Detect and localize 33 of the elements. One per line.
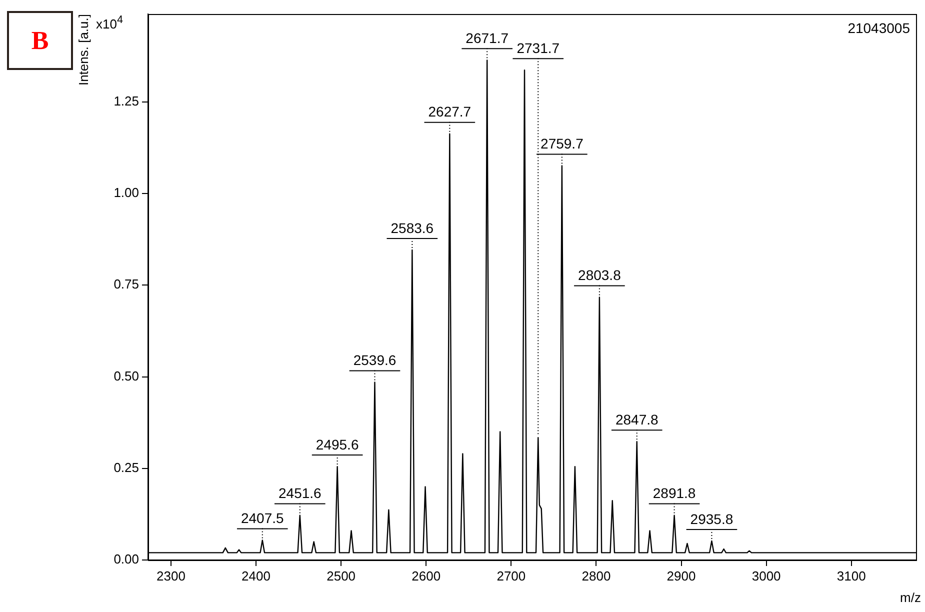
x-tick-label: 2300: [156, 568, 186, 584]
annotation: 2891.8: [652, 485, 696, 502]
text: B: [7, 11, 73, 70]
x-tick-label: 3100: [836, 568, 866, 584]
x-tick-label: 2700: [496, 568, 526, 584]
annotation: 2539.6: [353, 352, 396, 368]
y-tick-label: 1.00: [114, 185, 139, 200]
annotation: 2451.6: [278, 485, 322, 502]
x-axis-title: m/z: [900, 590, 921, 605]
text: x10$^{4}$: [96, 14, 123, 32]
y-tick-label: 0.00: [114, 552, 139, 567]
annotation: 2847.8: [615, 412, 658, 428]
annotation: 2759.7: [540, 136, 584, 152]
x-tick-label: 2500: [326, 568, 356, 584]
x-tick-label: 2900: [666, 568, 696, 584]
x-tick-label: 2800: [582, 568, 611, 584]
chart-subtitle: 21043005: [848, 20, 910, 36]
x-tick-label: 2400: [242, 568, 270, 584]
y-tick-label: 0.25: [114, 460, 139, 475]
x-tick-label: 2600: [412, 568, 441, 584]
y-axis-title: Intens. [a.u.]: [76, 14, 91, 86]
annotation: 2627.7: [428, 104, 472, 120]
annotation: 2583.6: [390, 220, 434, 236]
y-tick-label: 1.25: [114, 94, 139, 109]
annotation: 2803.8: [578, 267, 622, 284]
y-tick-label: 0.50: [114, 368, 139, 384]
annotation: 2671.7: [466, 30, 509, 46]
annotation: 2407.5: [240, 510, 284, 526]
annotation: 2935.8: [690, 510, 734, 527]
y-tick-label: 0.75: [114, 276, 139, 292]
x-tick-label: 3000: [752, 568, 781, 584]
annotation: 2731.7: [516, 40, 560, 56]
annotation: 2495.6: [316, 436, 359, 452]
